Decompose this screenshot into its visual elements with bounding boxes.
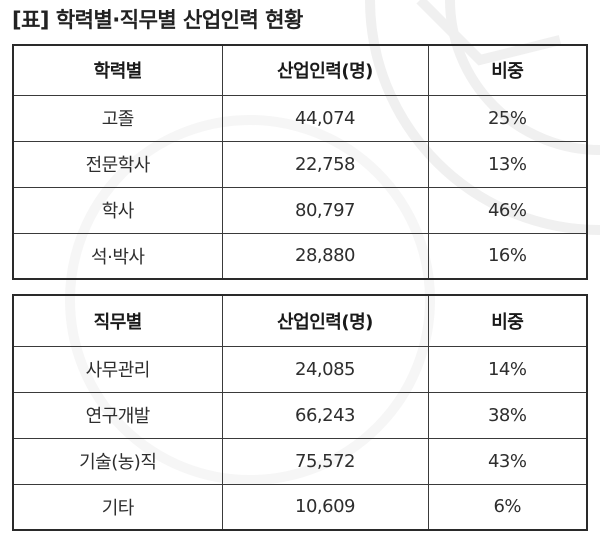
cell-workforce: 44,074 — [221, 94, 429, 142]
cell-workforce: 75,572 — [221, 437, 429, 485]
cell-share: 25% — [427, 94, 588, 142]
cell-workforce: 28,880 — [221, 232, 429, 280]
header-education: 학력별 — [12, 44, 223, 96]
table-row: 기타 10,609 6% — [12, 483, 588, 531]
cell-category: 석·박사 — [12, 232, 223, 280]
cell-share: 46% — [427, 186, 588, 234]
cell-share: 16% — [427, 232, 588, 280]
cell-share: 38% — [427, 391, 588, 439]
cell-category: 연구개발 — [12, 391, 223, 439]
header-workforce: 산업인력(명) — [221, 294, 429, 347]
cell-workforce: 66,243 — [221, 391, 429, 439]
table-row: 사무관리 24,085 14% — [12, 345, 588, 393]
table-row: 고졸 44,074 25% — [12, 94, 588, 142]
header-job: 직무별 — [12, 294, 223, 347]
cell-category: 전문학사 — [12, 140, 223, 188]
cell-share: 43% — [427, 437, 588, 485]
cell-workforce: 80,797 — [221, 186, 429, 234]
cell-workforce: 22,758 — [221, 140, 429, 188]
page-title: [표] 학력별·직무별 산업인력 현황 — [12, 8, 303, 32]
education-table: 학력별 산업인력(명) 비중 고졸 44,074 25% 전문학사 22,758… — [12, 44, 588, 280]
cell-share: 6% — [427, 483, 588, 531]
cell-share: 13% — [427, 140, 588, 188]
table-row: 전문학사 22,758 13% — [12, 140, 588, 188]
table-header-row: 직무별 산업인력(명) 비중 — [12, 294, 588, 347]
cell-category: 기술(농)직 — [12, 437, 223, 485]
table-row: 기술(농)직 75,572 43% — [12, 437, 588, 485]
cell-workforce: 10,609 — [221, 483, 429, 531]
table-header-row: 학력별 산업인력(명) 비중 — [12, 44, 588, 96]
header-workforce: 산업인력(명) — [221, 44, 429, 96]
job-table: 직무별 산업인력(명) 비중 사무관리 24,085 14% 연구개발 66,2… — [12, 294, 588, 531]
table-row: 연구개발 66,243 38% — [12, 391, 588, 439]
table-row: 석·박사 28,880 16% — [12, 232, 588, 280]
header-share: 비중 — [427, 294, 588, 347]
cell-category: 사무관리 — [12, 345, 223, 393]
cell-category: 학사 — [12, 186, 223, 234]
cell-category: 고졸 — [12, 94, 223, 142]
table-row: 학사 80,797 46% — [12, 186, 588, 234]
cell-workforce: 24,085 — [221, 345, 429, 393]
header-share: 비중 — [427, 44, 588, 96]
cell-category: 기타 — [12, 483, 223, 531]
cell-share: 14% — [427, 345, 588, 393]
